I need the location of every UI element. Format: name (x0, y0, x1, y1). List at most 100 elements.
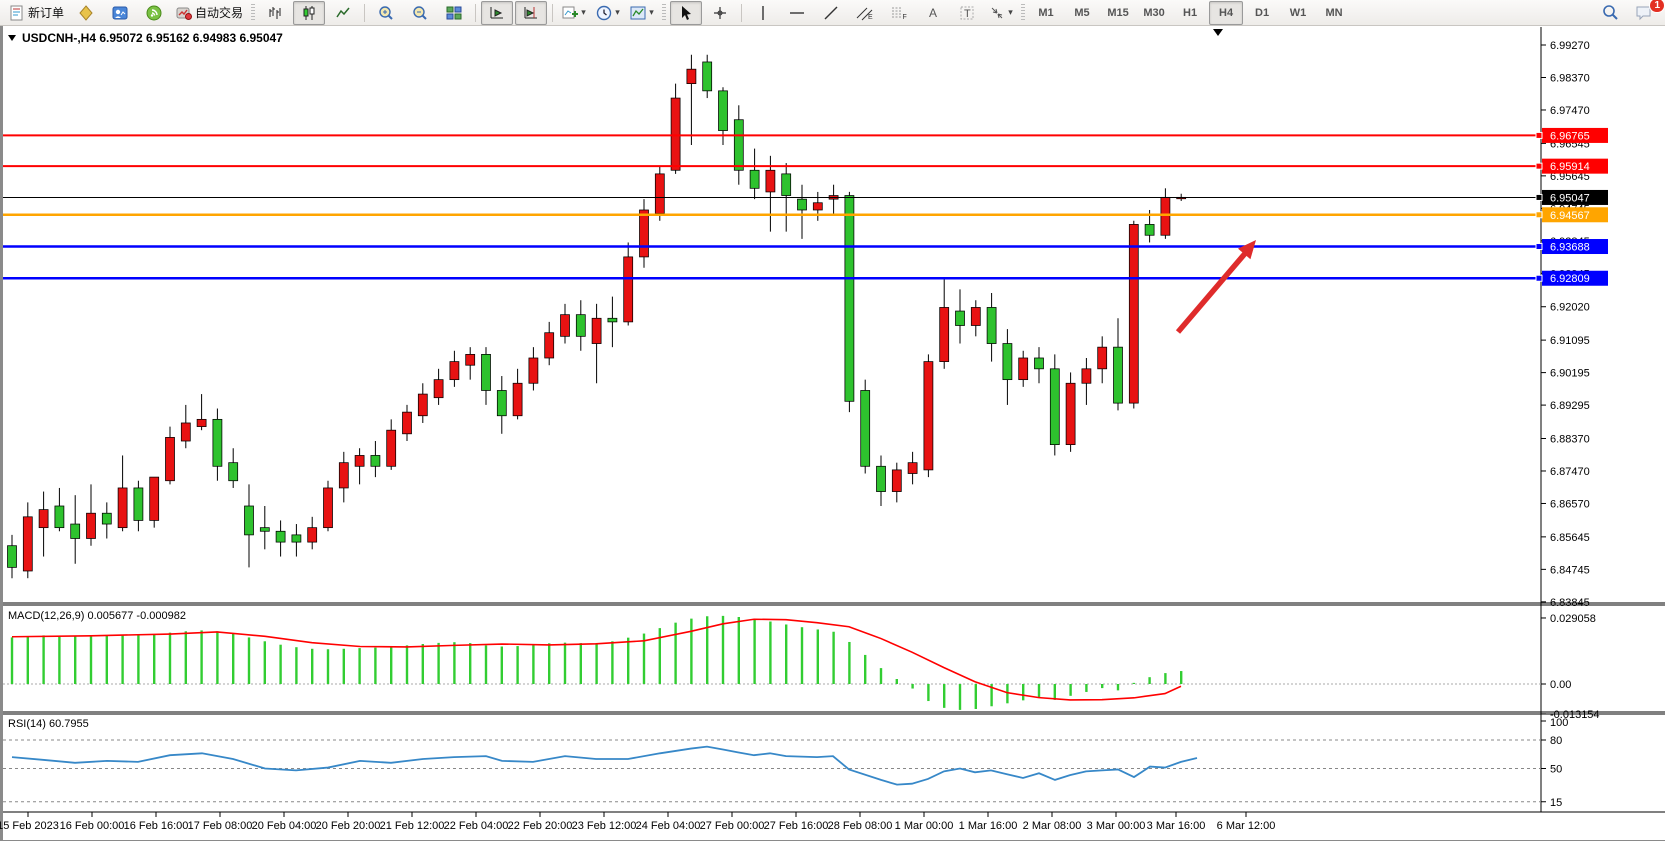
timeframe-m1[interactable]: M1 (1038, 6, 1054, 19)
rsi-label: RSI(14) 60.7955 (8, 718, 89, 730)
candle-body (228, 462, 239, 482)
autotrading-button[interactable]: 自动交易 (172, 1, 247, 25)
timeframe-h4[interactable]: H4 (1209, 0, 1244, 25)
tile-windows-button[interactable] (438, 1, 470, 25)
price-tick: 6.90195 (1550, 368, 1590, 380)
new-chart-button[interactable]: ▾ (558, 1, 590, 25)
tile-windows-icon (446, 6, 462, 19)
zoom-out-button[interactable] (404, 1, 436, 25)
chat-button[interactable]: 1 (1628, 0, 1665, 25)
candle-body (133, 487, 144, 521)
price-badge (1542, 270, 1608, 286)
crosshair-button[interactable] (704, 1, 736, 25)
candle-body (876, 465, 886, 492)
candle-body (338, 462, 349, 489)
time-tick: 22 Feb 20:00 (508, 820, 573, 832)
rsi-tick: 100 (1550, 717, 1568, 729)
timeframe-m15[interactable]: M15 (1107, 6, 1129, 19)
price-tick: 6.99270 (1550, 40, 1590, 52)
auto-scroll-button[interactable] (481, 0, 514, 25)
candle-body (749, 169, 760, 189)
price-tick: 6.85645 (1550, 532, 1590, 544)
zoom-out-icon (413, 5, 427, 20)
zoom-in-button[interactable] (370, 1, 402, 25)
new-order-icon (10, 5, 23, 20)
candle-body (307, 527, 318, 543)
timeframe-m30[interactable]: M30 (1143, 6, 1165, 19)
periods-button[interactable]: ▾ (592, 1, 624, 25)
cursor-button[interactable] (670, 0, 703, 25)
price-tick: 6.84745 (1550, 564, 1590, 576)
price-tick: 6.89295 (1550, 400, 1590, 412)
candle-body (465, 354, 476, 366)
search-button[interactable] (1594, 1, 1626, 25)
timeframe-mn[interactable]: MN (1325, 6, 1343, 19)
time-tick: 28 Feb 08:00 (828, 820, 893, 832)
trend-arrow (1175, 248, 1251, 334)
macd-tick: -0.013154 (1550, 709, 1600, 721)
macd-label: MACD(12,26,9) 0.005677 -0.000982 (8, 610, 186, 622)
candle-body (1144, 224, 1155, 236)
time-tick: 17 Feb 08:00 (188, 820, 253, 832)
price-tick: 6.91095 (1550, 335, 1590, 347)
candle-body (686, 68, 697, 85)
candle-body (149, 476, 160, 521)
candle-body (323, 487, 333, 529)
text-button[interactable]: A (917, 1, 949, 25)
candle-body (670, 97, 681, 171)
candle-body (101, 512, 112, 525)
bar-chart-button[interactable] (259, 1, 291, 25)
price-tick: 6.83845 (1550, 597, 1590, 609)
candle-body (923, 361, 934, 471)
price-tick: 6.87470 (1550, 466, 1590, 478)
candle-body (512, 382, 523, 417)
candle-body (165, 437, 175, 482)
templates-button[interactable]: ▾ (626, 1, 658, 25)
time-tick: 23 Feb 12:00 (572, 820, 637, 832)
candle-body (986, 307, 997, 344)
community-button[interactable] (104, 1, 136, 25)
timeframe-m5[interactable]: M5 (1074, 6, 1090, 19)
timeframe-w1[interactable]: W1 (1289, 6, 1307, 19)
timeframe-d1[interactable]: D1 (1255, 6, 1270, 19)
price-badge (1542, 207, 1608, 223)
price-badge-label: 6.96765 (1550, 130, 1590, 142)
line-chart-button[interactable] (327, 1, 359, 25)
candle-body (1097, 346, 1108, 370)
candle-body (575, 314, 586, 337)
fibonacci-button[interactable]: F (883, 1, 915, 25)
time-tick: 15 Feb 2023 (0, 820, 59, 832)
candle-body (1002, 343, 1013, 381)
candle-body (54, 505, 65, 529)
label-button[interactable]: T (951, 1, 983, 25)
price-badge-label: 6.95914 (1550, 161, 1590, 173)
zoom-in-icon (379, 5, 393, 20)
candle-body (481, 354, 491, 391)
channel-button[interactable]: E (849, 1, 881, 25)
candle-body (1034, 357, 1044, 370)
candle-body (718, 90, 728, 131)
candlestick-chart-icon (303, 5, 315, 20)
scroll-marker-icon (1213, 29, 1223, 36)
trend-arrow-head (1237, 240, 1256, 260)
price-badge (1542, 127, 1608, 143)
chart-shift-button[interactable] (515, 0, 548, 25)
new-order-button[interactable]: 新订单 (5, 1, 68, 25)
timeframe-h1[interactable]: H1 (1183, 6, 1198, 19)
signals-button[interactable] (138, 1, 170, 25)
trendline-button[interactable] (815, 1, 847, 25)
clock-icon (597, 5, 612, 20)
candle-body (244, 505, 254, 536)
market-depth-button[interactable] (70, 1, 102, 25)
price-tick: 6.95645 (1550, 171, 1590, 183)
candlestick-chart-button[interactable] (293, 0, 326, 25)
new-order-label: 新订单 (28, 6, 65, 20)
vertical-line-button[interactable] (747, 1, 779, 25)
horizontal-line-button[interactable] (781, 1, 813, 25)
candle-body (1113, 346, 1123, 404)
trendline-icon (824, 6, 838, 19)
candle-body (654, 173, 665, 214)
price-badge-label: 6.94567 (1550, 210, 1590, 222)
arrows-button[interactable]: ▾ (985, 1, 1017, 25)
